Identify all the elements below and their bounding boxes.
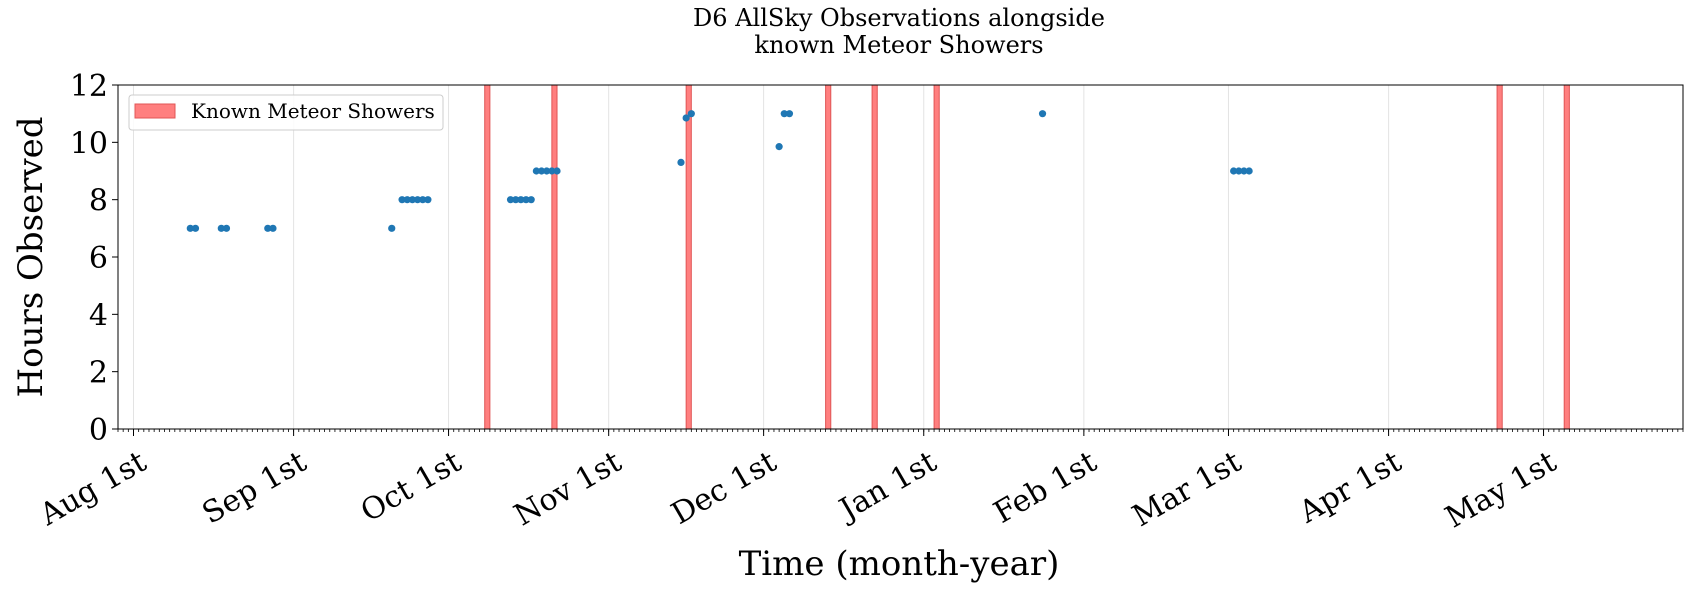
observation-point bbox=[682, 114, 690, 122]
observation-point bbox=[553, 167, 561, 175]
observation-point bbox=[687, 110, 695, 118]
meteor-shower-span bbox=[933, 84, 940, 430]
observation-point bbox=[398, 196, 406, 204]
observation-point bbox=[217, 224, 225, 232]
plot-frame bbox=[117, 84, 1684, 430]
x-tick-label: Oct 1st bbox=[355, 444, 467, 529]
observation-point bbox=[1230, 167, 1238, 175]
observation-points bbox=[186, 110, 1253, 232]
observation-point bbox=[548, 167, 556, 175]
observation-point bbox=[1245, 167, 1253, 175]
x-axis-ticks: Aug 1st Sep 1st Oct 1st Nov 1st Dec 1st Jan 1… bbox=[33, 429, 1684, 535]
grid-lines bbox=[132, 85, 1545, 429]
meteor-shower-spans bbox=[484, 84, 1570, 430]
chart-title-line-2: known Meteor Showers bbox=[754, 31, 1043, 59]
observation-point bbox=[222, 224, 231, 232]
x-tick-label: May 1st bbox=[1439, 444, 1562, 535]
meteor-shower-span bbox=[484, 84, 491, 430]
x-tick-label: Nov 1st bbox=[508, 444, 627, 533]
legend-swatch bbox=[134, 103, 176, 119]
y-tick-label: 10 bbox=[70, 126, 108, 161]
observation-point bbox=[512, 196, 520, 204]
observation-point bbox=[269, 224, 277, 232]
meteor-shower-span bbox=[1563, 84, 1570, 430]
y-tick-label: 8 bbox=[89, 184, 108, 219]
y-axis-label: Hours Observed bbox=[11, 116, 51, 397]
x-axis-label: Time (month-year) bbox=[739, 544, 1060, 584]
observation-point bbox=[1038, 110, 1047, 118]
meteor-shower-span bbox=[1496, 84, 1503, 430]
observation-point bbox=[785, 110, 794, 118]
observation-point bbox=[424, 196, 432, 204]
observation-point bbox=[186, 224, 194, 232]
meteor-shower-span bbox=[871, 84, 878, 430]
meteor-shower-span bbox=[685, 84, 692, 430]
legend: Known Meteor Showers bbox=[128, 94, 444, 131]
observation-point bbox=[677, 158, 685, 166]
observation-point bbox=[408, 196, 417, 204]
x-tick-label: Aug 1st bbox=[33, 444, 152, 533]
observation-point bbox=[522, 196, 530, 204]
observation-point bbox=[543, 167, 551, 175]
legend-label: Known Meteor Showers bbox=[191, 99, 435, 123]
meteor-shower-span bbox=[825, 84, 832, 430]
observation-point bbox=[532, 167, 540, 175]
observation-point bbox=[264, 224, 272, 232]
y-tick-label: 6 bbox=[89, 241, 108, 276]
observation-point bbox=[419, 196, 427, 204]
x-tick-label: Dec 1st bbox=[666, 444, 783, 532]
observation-point bbox=[1235, 167, 1243, 175]
observation-point bbox=[388, 224, 396, 232]
observation-point bbox=[775, 143, 783, 151]
y-tick-label: 0 bbox=[89, 413, 108, 448]
y-tick-label: 2 bbox=[89, 356, 108, 391]
meteor-shower-span bbox=[551, 84, 558, 430]
x-tick-label: Jan 1st bbox=[831, 444, 942, 528]
legend-box bbox=[128, 94, 444, 131]
y-tick-label: 4 bbox=[89, 298, 108, 333]
x-tick-label: Sep 1st bbox=[197, 444, 313, 531]
observation-point bbox=[780, 110, 788, 118]
observation-point bbox=[413, 196, 422, 204]
x-tick-label: Feb 1st bbox=[988, 444, 1103, 530]
observation-point bbox=[517, 196, 525, 204]
chart-title-line-1: D6 AllSky Observations alongside bbox=[693, 4, 1105, 32]
y-axis-ticks: 0 2 4 6 8 10 12 bbox=[70, 69, 118, 448]
observation-point bbox=[403, 196, 411, 204]
observation-point bbox=[537, 167, 546, 175]
y-tick-label: 12 bbox=[70, 69, 108, 104]
observation-point bbox=[191, 224, 200, 232]
x-tick-label: Mar 1st bbox=[1127, 444, 1248, 534]
observation-point bbox=[506, 196, 515, 204]
x-tick-label: Apr 1st bbox=[1293, 444, 1408, 530]
observation-point bbox=[1240, 167, 1248, 175]
observation-point bbox=[527, 196, 535, 204]
